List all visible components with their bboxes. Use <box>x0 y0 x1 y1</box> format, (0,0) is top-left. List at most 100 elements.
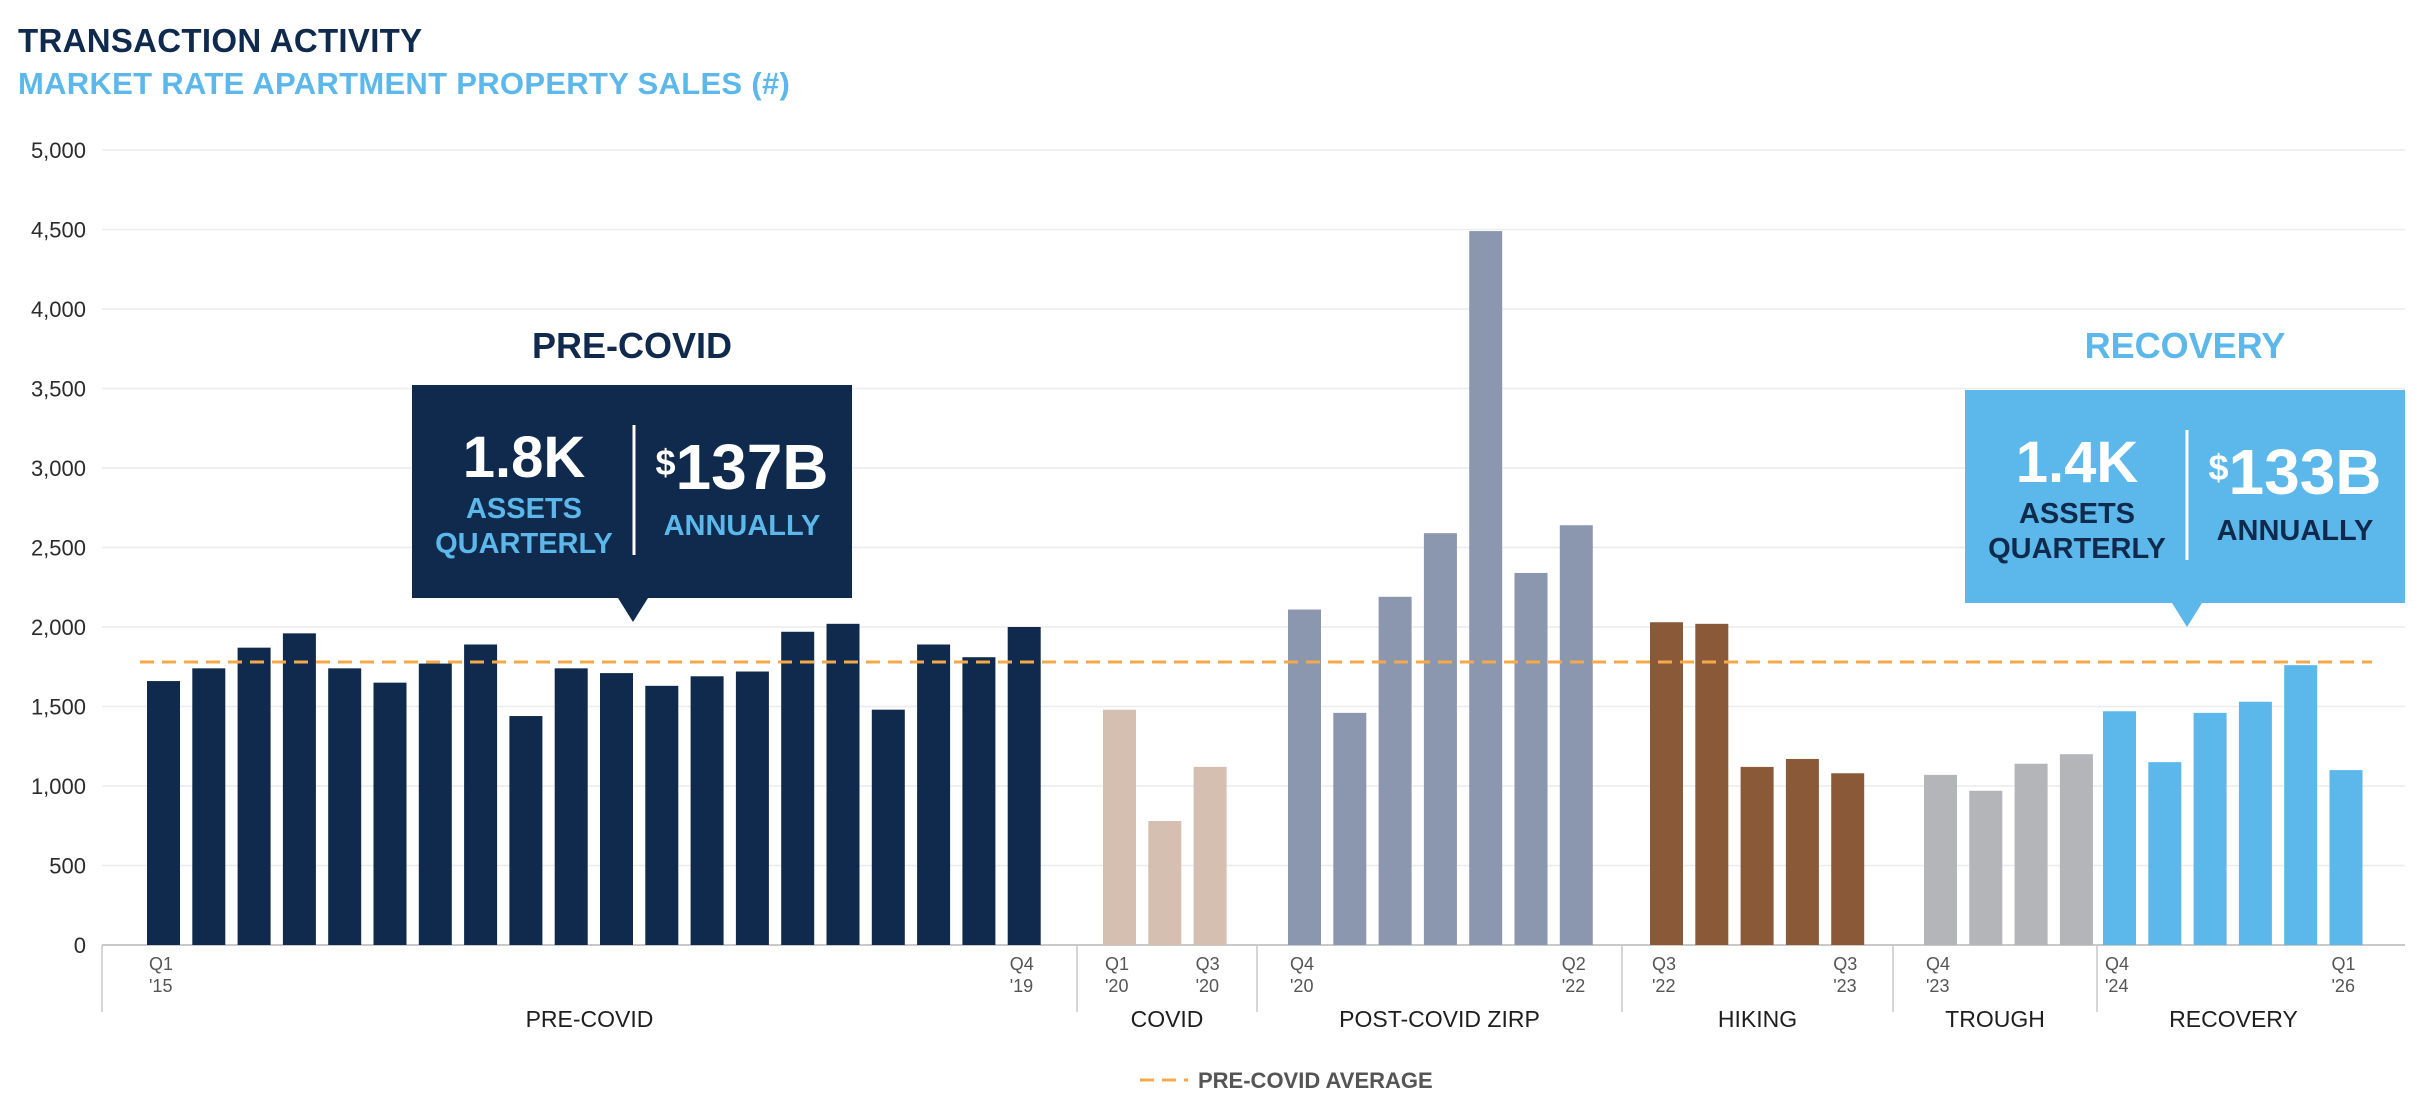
bar-trough <box>2014 763 2048 945</box>
bar-covid <box>1148 820 1182 945</box>
y-tick-label: 5,000 <box>31 138 86 163</box>
bar-post-covid-zirp <box>1559 525 1593 945</box>
bar-hiking <box>1695 623 1729 945</box>
bar-recovery <box>2193 712 2227 945</box>
bar-pre-covid <box>192 668 226 945</box>
bar-covid <box>1193 766 1227 945</box>
chart-title: TRANSACTION ACTIVITY <box>18 22 423 59</box>
group-label: TROUGH <box>1945 1006 2045 1032</box>
group-label: COVID <box>1131 1006 1204 1032</box>
chart-subtitle: MARKET RATE APARTMENT PROPERTY SALES (#) <box>18 66 791 101</box>
callout-assets-label: ASSETS <box>466 493 582 525</box>
bar-pre-covid <box>464 644 498 945</box>
bar-hiking <box>1650 622 1683 945</box>
bar-post-covid-zirp <box>1333 712 1367 945</box>
callout-heading: PRE-COVID <box>532 325 732 366</box>
bar-pre-covid <box>554 668 588 945</box>
y-tick-label: 3,000 <box>31 456 86 481</box>
bar-pre-covid <box>282 633 316 945</box>
callout-dollars-label: ANNUALLY <box>664 510 821 542</box>
x-tick-label: Q1 <box>2332 954 2356 974</box>
x-tick-label: Q4 <box>2105 954 2129 974</box>
x-tick-label: Q3 <box>1833 954 1857 974</box>
x-tick-label: Q4 <box>1010 954 1034 974</box>
group-label: RECOVERY <box>2169 1006 2298 1032</box>
bar-pre-covid <box>600 673 633 945</box>
bar-recovery <box>2103 711 2136 945</box>
callout-pointer <box>618 598 648 622</box>
bar-trough <box>2059 754 2093 945</box>
y-tick-label: 2,000 <box>31 615 86 640</box>
callout-dollars-value: $133B <box>2208 436 2381 508</box>
bar-pre-covid <box>1007 627 1041 945</box>
bar-pre-covid <box>373 682 407 945</box>
x-tick-label: Q3 <box>1196 954 1220 974</box>
group-label: PRE-COVID <box>526 1006 654 1032</box>
y-tick-label: 500 <box>49 854 86 879</box>
callout-pointer <box>2172 603 2202 627</box>
bar-pre-covid <box>509 716 543 945</box>
y-tick-label: 1,500 <box>31 695 86 720</box>
bar-pre-covid <box>690 676 724 945</box>
bar-pre-covid <box>645 685 679 945</box>
bar-recovery <box>2238 701 2272 945</box>
callout-assets-label: ASSETS <box>2019 498 2135 530</box>
bar-pre-covid <box>418 663 452 945</box>
bar-pre-covid <box>917 644 951 945</box>
x-tick-label: '19 <box>1010 976 1033 996</box>
y-tick-label: 1,000 <box>31 774 86 799</box>
x-tick-label: '23 <box>1833 976 1856 996</box>
callout-dollars-value: $137B <box>655 431 828 503</box>
bar-post-covid-zirp <box>1423 533 1457 945</box>
x-tick-label: Q3 <box>1652 954 1676 974</box>
bar-pre-covid <box>826 623 860 945</box>
bar-pre-covid <box>237 647 271 945</box>
callout-heading: RECOVERY <box>2085 325 2286 366</box>
bar-post-covid-zirp <box>1514 572 1548 945</box>
bar-covid <box>1103 709 1136 945</box>
callout-box <box>412 385 852 598</box>
x-tick-label: '20 <box>1105 976 1128 996</box>
x-tick-label: Q2 <box>1562 954 1586 974</box>
x-tick-label: Q4 <box>1290 954 1314 974</box>
callout-assets-label: QUARTERLY <box>1988 533 2166 565</box>
legend-label: PRE-COVID AVERAGE <box>1198 1068 1433 1093</box>
bar-post-covid-zirp <box>1288 609 1321 945</box>
x-tick-label: '20 <box>1290 976 1313 996</box>
group-label: HIKING <box>1718 1006 1797 1032</box>
x-tick-label: '23 <box>1926 976 1949 996</box>
bar-pre-covid <box>781 631 815 945</box>
x-tick-label: '26 <box>2332 976 2355 996</box>
bar-trough <box>1969 790 2003 945</box>
bar-recovery <box>2284 665 2318 945</box>
bar-post-covid-zirp <box>1378 596 1412 945</box>
bar-recovery <box>2329 770 2363 945</box>
y-tick-label: 0 <box>74 933 86 958</box>
callout-assets-value: 1.8K <box>463 425 586 490</box>
bar-pre-covid <box>962 657 996 945</box>
y-tick-label: 4,000 <box>31 297 86 322</box>
bar-pre-covid <box>735 671 769 945</box>
x-tick-label: Q1 <box>1105 954 1129 974</box>
bar-post-covid-zirp <box>1469 231 1503 946</box>
x-tick-label: '15 <box>149 976 172 996</box>
y-tick-label: 4,500 <box>31 218 86 243</box>
x-tick-label: '24 <box>2105 976 2128 996</box>
bar-pre-covid <box>147 681 180 945</box>
callout-box <box>1965 390 2405 603</box>
x-tick-label: '22 <box>1562 976 1585 996</box>
x-tick-label: Q4 <box>1926 954 1950 974</box>
group-label: POST-COVID ZIRP <box>1339 1006 1540 1032</box>
callout-dollars-label: ANNUALLY <box>2217 515 2374 547</box>
callout-assets-label: QUARTERLY <box>435 528 613 560</box>
y-tick-label: 2,500 <box>31 536 86 561</box>
y-tick-label: 3,500 <box>31 377 86 402</box>
bar-trough <box>1924 774 1957 945</box>
bar-hiking <box>1831 773 1865 945</box>
bar-recovery <box>2148 762 2182 945</box>
callout-assets-value: 1.4K <box>2016 430 2139 495</box>
bar-pre-covid <box>871 709 905 945</box>
